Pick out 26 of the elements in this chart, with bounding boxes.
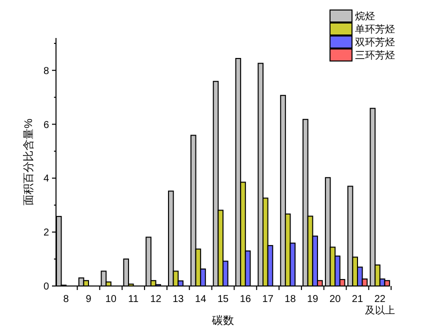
legend-label: 烷烃 — [355, 10, 375, 22]
x-tick-label: 8 — [63, 294, 70, 305]
y-axis-title: 面积百分比含量% — [22, 118, 35, 206]
x-tick-label: 12 — [150, 294, 162, 305]
y-tick-label: 6 — [43, 120, 50, 131]
x-tick-label: 19 — [307, 294, 319, 305]
legend-label: 单环芳烃 — [355, 24, 395, 36]
y-tick-label: 0 — [43, 282, 50, 292]
x-tick-label: 15 — [217, 294, 229, 305]
x-tick-label: 21 — [352, 294, 364, 305]
y-tick-label: 4 — [43, 174, 50, 185]
x-tick-label: 17 — [262, 294, 274, 305]
x-tick-label: 9 — [86, 294, 92, 305]
x-axis-title: 碳数 — [211, 315, 234, 327]
legend-label: 双环芳烃 — [355, 36, 395, 48]
y-tick-label: 2 — [43, 228, 50, 239]
x-tick-label: 16 — [240, 294, 252, 305]
x-tick-label: 22及以上 — [364, 294, 395, 316]
x-tick-label: 11 — [128, 294, 139, 305]
x-tick-label: 20 — [330, 294, 342, 305]
x-tick-label: 13 — [172, 294, 184, 305]
y-tick-label: 8 — [43, 66, 50, 77]
x-tick-label: 18 — [284, 294, 296, 305]
x-tick-label: 10 — [105, 294, 117, 305]
legend-label: 三环芳烃 — [355, 50, 395, 62]
x-tick-label: 14 — [195, 294, 207, 305]
